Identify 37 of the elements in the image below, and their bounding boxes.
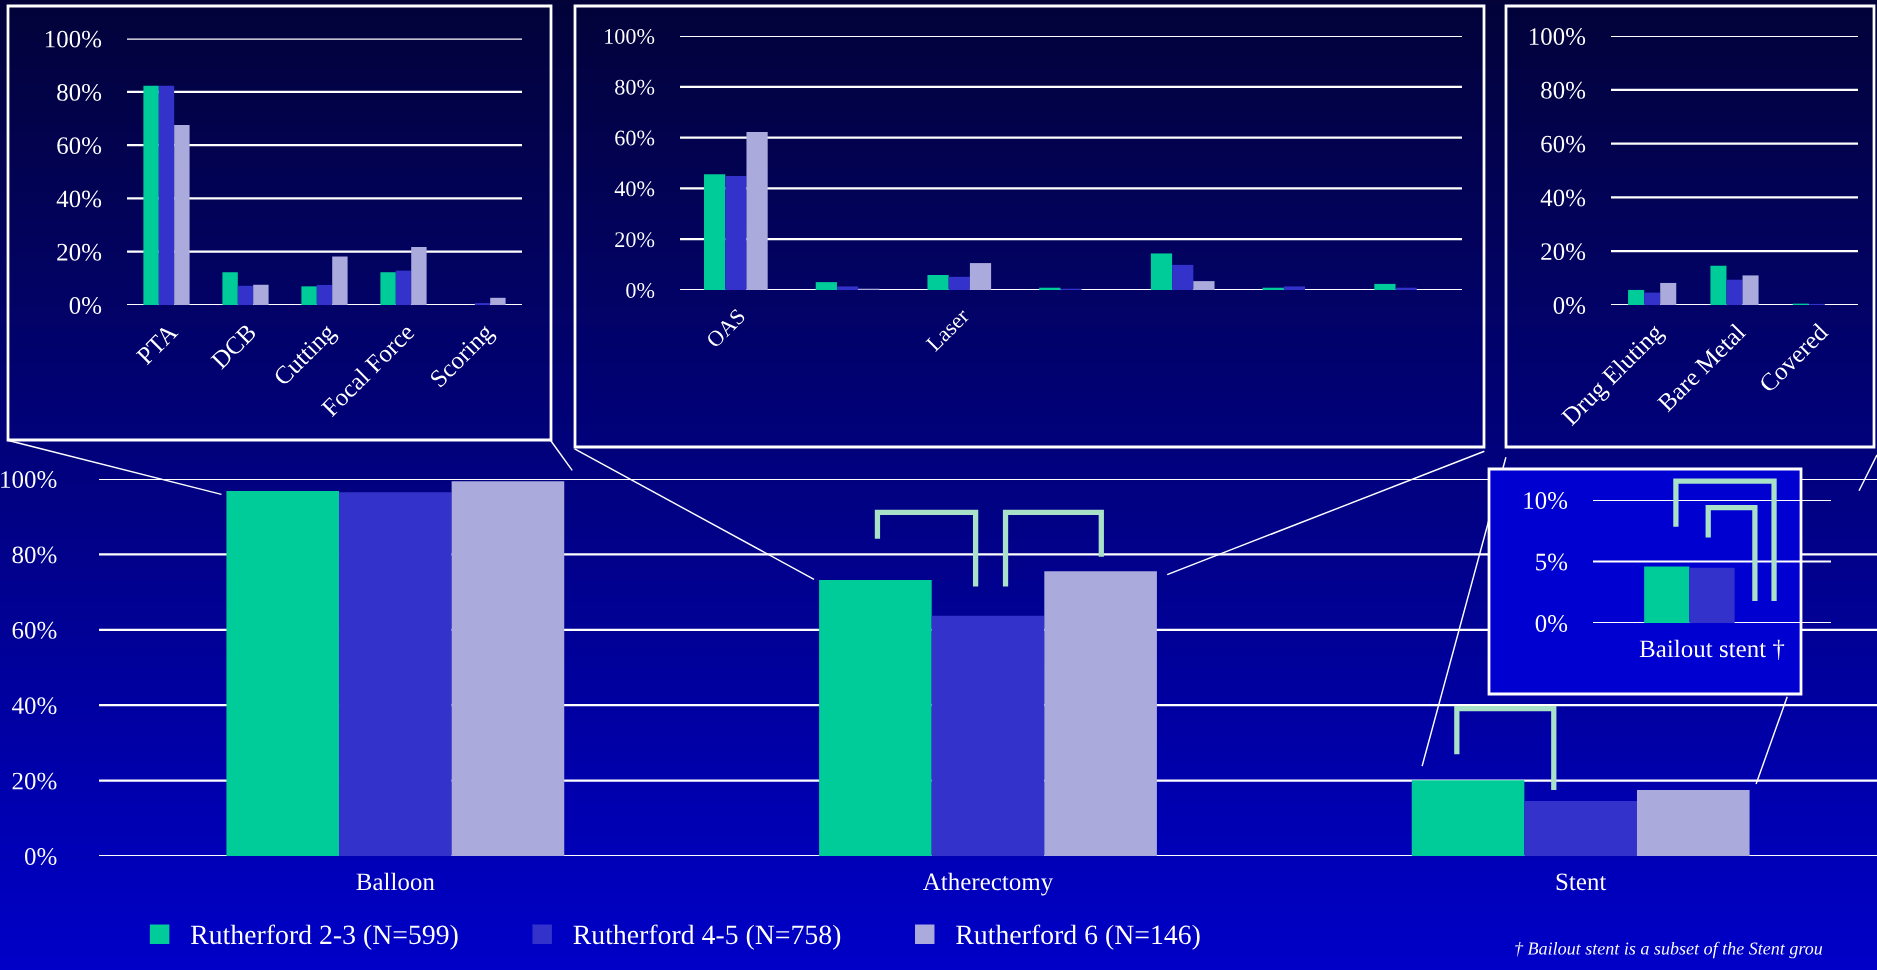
x-tick-label: Atherectomy — [922, 872, 1054, 896]
y-tick-label: 20% — [1541, 243, 1586, 261]
y-tick-label: 100% — [45, 30, 102, 48]
y-tick-label: 40% — [12, 697, 57, 715]
legend-label: Rutherford 4-5 (N=758) — [573, 924, 841, 950]
y-tick-label: 10% — [1524, 492, 1568, 509]
y-tick-label: 20% — [12, 772, 57, 790]
y-tick-label: 60% — [615, 130, 655, 146]
y-tick-label: 100% — [605, 28, 655, 44]
y-tick-label: 60% — [57, 137, 102, 155]
y-tick-label: 100% — [1529, 28, 1586, 45]
y-tick-label: 20% — [57, 243, 102, 261]
y-tick-label: 0% — [24, 848, 57, 865]
y-tick-label: 20% — [615, 232, 655, 248]
y-tick-label: 0% — [1535, 615, 1568, 632]
y-tick-label: 60% — [1541, 135, 1586, 153]
x-tick-label: PTA — [135, 322, 179, 366]
text: † Bailout stent is a subset of the Stent grou — [1515, 941, 1823, 959]
y-tick-label: 60% — [12, 621, 57, 639]
y-tick-label: 80% — [57, 83, 102, 101]
y-tick-label: 80% — [1541, 81, 1586, 99]
y-tick-label: 40% — [614, 181, 655, 197]
y-tick-label: 80% — [12, 546, 57, 564]
legend-label: Rutherford 2-3 (N=599) — [190, 924, 458, 950]
x-tick-label: Stent — [1556, 873, 1607, 891]
x-tick-label: Balloon — [356, 872, 435, 891]
x-tick-label: Bailout stent † — [1639, 639, 1785, 660]
y-tick-label: 100% — [1, 471, 57, 488]
y-tick-label: 5% — [1536, 553, 1568, 571]
x-tick-label: OAS — [705, 308, 746, 349]
y-tick-label: 40% — [56, 190, 102, 208]
y-tick-label: 40% — [1540, 189, 1586, 207]
y-tick-label: 0% — [1553, 297, 1586, 314]
y-tick-label: 0% — [69, 297, 102, 314]
legend-label: Rutherford 6 (N=146) — [956, 924, 1200, 950]
y-tick-label: 0% — [626, 282, 655, 298]
y-tick-label: 80% — [615, 79, 655, 95]
